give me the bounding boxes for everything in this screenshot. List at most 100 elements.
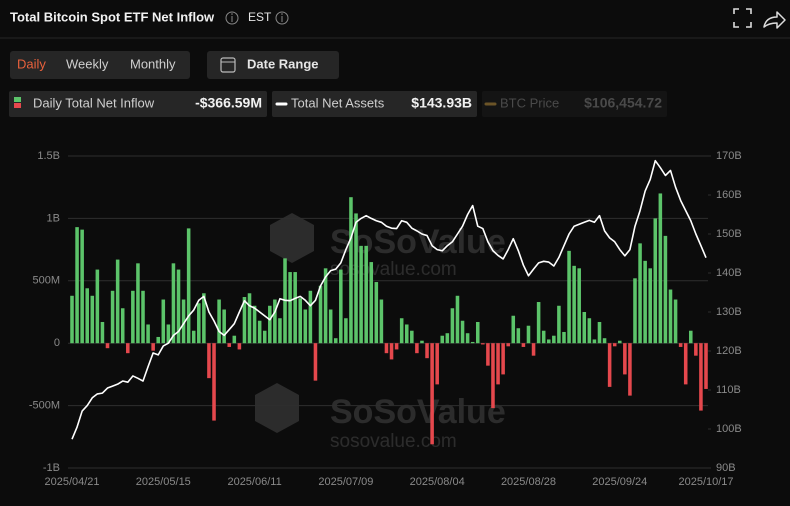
bar — [633, 278, 637, 344]
bar — [308, 290, 313, 344]
bar — [541, 330, 546, 344]
bar — [425, 343, 429, 359]
bar — [455, 295, 460, 344]
bar — [663, 235, 668, 344]
bar — [115, 259, 120, 344]
bar — [475, 321, 480, 344]
bar — [516, 328, 521, 344]
bar — [486, 343, 490, 366]
bar — [156, 336, 160, 344]
y-tick-label: 1B — [47, 212, 60, 224]
info-icon[interactable] — [275, 11, 289, 25]
bar — [572, 265, 576, 344]
bar — [643, 260, 647, 344]
bar — [227, 343, 232, 347]
bar — [110, 290, 115, 344]
bar — [618, 340, 622, 344]
bar — [247, 293, 252, 344]
bar — [602, 338, 607, 344]
bar — [587, 318, 592, 344]
bar — [339, 269, 343, 344]
legend-item[interactable]: Daily Total Net Inflow -$366.59M — [9, 91, 267, 117]
bar — [394, 343, 399, 350]
bar — [268, 305, 272, 344]
x-tick-label: 2025/04/21 — [44, 476, 99, 488]
bar — [694, 343, 698, 356]
y-tick-label: -1B — [43, 462, 60, 474]
share-button[interactable] — [763, 11, 786, 29]
bar — [232, 335, 237, 344]
timezone: EST — [248, 10, 272, 24]
net-assets-line — [71, 159, 707, 440]
bar — [202, 293, 206, 344]
bar — [491, 343, 495, 409]
bar — [552, 335, 556, 344]
bar — [257, 320, 262, 344]
bar — [126, 343, 130, 354]
y2-tick-label: 170B — [716, 150, 742, 162]
bar — [526, 325, 531, 344]
bar — [166, 324, 171, 344]
y-tick-label: -500M — [29, 400, 60, 412]
bar — [359, 245, 363, 344]
bar — [252, 305, 257, 344]
legend-value: $106,454.72 — [584, 95, 662, 111]
bar — [212, 343, 216, 421]
bar — [100, 321, 105, 344]
y2-tick-label: 130B — [716, 306, 742, 318]
tab[interactable]: Monthly — [130, 56, 176, 71]
bar — [237, 343, 242, 350]
y2-tick-label: 150B — [716, 228, 742, 240]
bar — [262, 330, 267, 344]
fullscreen-button[interactable] — [733, 8, 752, 28]
watermark-url: sosovalue.com — [330, 259, 457, 280]
bar — [699, 343, 703, 411]
watermark-text: SoSoValue — [330, 393, 506, 431]
info-icon[interactable] — [225, 11, 239, 25]
bar — [191, 330, 196, 344]
bar — [638, 243, 642, 344]
bar — [689, 330, 693, 344]
bar — [658, 193, 663, 344]
bar — [151, 343, 155, 351]
bar — [582, 312, 587, 344]
bar — [141, 290, 145, 344]
bar — [673, 299, 678, 344]
bar — [364, 245, 368, 344]
tab[interactable]: Weekly — [66, 56, 109, 71]
bar — [384, 343, 389, 354]
bar — [293, 272, 297, 344]
y-tick-label: 0 — [54, 337, 60, 349]
bar — [217, 299, 221, 344]
bar — [318, 285, 323, 344]
bar — [440, 335, 445, 344]
bar — [415, 343, 419, 354]
plot: 1.5B 1B 500M 0 -500M -1B 170B 160B 150B 140B 130B 1… — [29, 150, 742, 488]
bar — [470, 341, 475, 344]
x-tick-label: 2025/07/09 — [318, 476, 373, 488]
bar — [460, 320, 465, 344]
bar — [222, 309, 226, 344]
x-tick-label: 2025/08/04 — [410, 476, 465, 488]
legend-value: $143.93B — [411, 95, 472, 111]
y2-tick-label: 120B — [716, 345, 742, 357]
bar — [481, 343, 485, 345]
bar — [389, 343, 394, 360]
legend-item[interactable]: Total Net Assets $143.93B — [272, 91, 477, 117]
legend-item[interactable]: BTC Price $106,454.72 — [482, 91, 667, 117]
bar — [612, 343, 617, 347]
bar — [668, 289, 673, 344]
bar — [562, 331, 566, 344]
x-tick-label: 2025/08/28 — [501, 476, 556, 488]
bar — [80, 229, 84, 344]
tab[interactable]: Daily — [17, 56, 46, 71]
bar — [349, 197, 353, 344]
date-range-button[interactable]: Date Range — [207, 51, 339, 79]
bar — [607, 343, 612, 387]
bar — [683, 343, 688, 385]
bar — [678, 343, 683, 347]
x-tick-label: 2025/09/24 — [592, 476, 647, 488]
bar — [75, 227, 79, 344]
